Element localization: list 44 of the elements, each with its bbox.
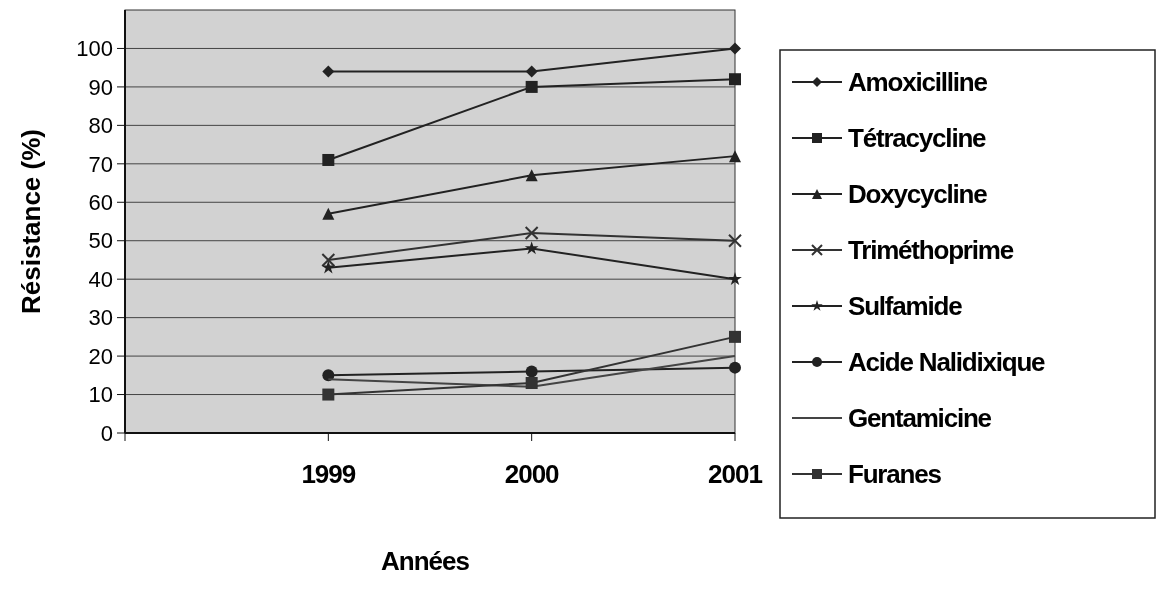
point [728,271,742,286]
point [525,65,538,78]
point [525,169,538,182]
point [728,233,742,248]
y-tick-label: 80 [88,113,113,139]
point [729,73,741,86]
legend-label: Tétracycline [848,123,987,154]
legend-label: Gentamicine [848,403,992,434]
y-tick-label: 60 [88,189,113,215]
legend-label: Furanes [848,459,942,490]
point [524,241,539,255]
x-tick-label: 2001 [708,459,763,489]
x-tick-label: 1999 [301,459,356,489]
point [322,153,335,166]
y-tick-label: 40 [88,266,113,292]
point [524,226,539,241]
point [322,65,335,78]
y-tick-label: 50 [88,228,113,254]
point [729,42,741,55]
y-tick-label: 90 [88,74,113,100]
point [322,388,335,401]
point [525,365,538,378]
point [322,207,335,220]
y-axis-title: Résistance (%) [16,129,46,314]
y-tick-label: 10 [88,382,113,408]
y-tick-label: 70 [88,151,113,177]
point [321,252,336,267]
point [729,150,741,163]
point [729,361,741,374]
x-tick-label: 2000 [504,459,560,489]
point [729,330,741,343]
point [525,377,538,390]
legend-label: Doxycycline [848,179,988,210]
y-tick-label: 20 [88,343,113,369]
y-tick-label: 30 [88,305,113,331]
point [321,260,336,274]
legend-label: Amoxicilline [848,67,988,98]
legend-label: Sulfamide [848,291,963,322]
x-axis-title: Années [381,546,470,576]
legend-label: Acide Nalidixique [848,347,1046,378]
y-tick-label: 100 [76,36,113,62]
point [525,80,538,93]
y-tick-label: 0 [100,420,113,446]
legend-label: Triméthoprime [848,235,1014,266]
